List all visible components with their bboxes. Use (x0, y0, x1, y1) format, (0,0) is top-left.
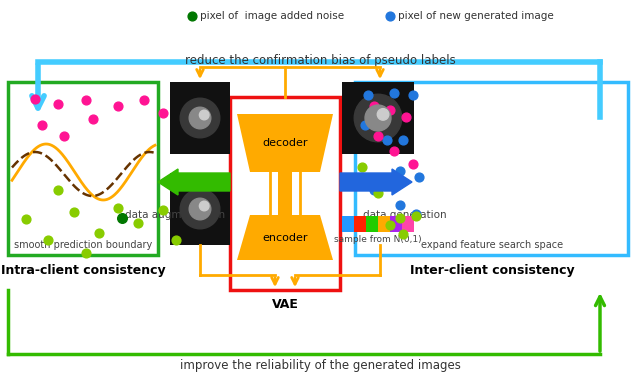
Point (385, 222, 396, 228)
Point (388, 90, 399, 96)
Bar (342, 216, 354, 232)
Bar (354, 216, 366, 232)
Point (171, 237, 181, 243)
Point (81, 250, 92, 256)
Point (369, 103, 380, 109)
Circle shape (180, 98, 220, 138)
Point (132, 220, 143, 226)
Point (395, 215, 405, 221)
Point (411, 213, 421, 219)
Circle shape (365, 105, 391, 131)
Circle shape (189, 107, 211, 129)
Text: encoder: encoder (262, 233, 308, 243)
Polygon shape (237, 114, 333, 172)
FancyArrow shape (158, 169, 230, 195)
Point (139, 97, 149, 103)
Point (395, 168, 405, 174)
Bar (230, 97, 340, 290)
Point (398, 231, 408, 237)
Bar (390, 216, 402, 232)
Bar (355, 82, 628, 255)
Bar (342, 82, 414, 154)
Point (401, 114, 412, 120)
Bar (402, 216, 414, 232)
Point (116, 215, 127, 221)
Point (43, 237, 53, 243)
Point (59, 133, 69, 139)
Point (385, 107, 396, 113)
Text: decoder: decoder (262, 138, 308, 148)
Point (113, 205, 124, 211)
Point (187, 13, 197, 19)
Circle shape (200, 201, 209, 211)
Point (20, 217, 31, 222)
Point (408, 92, 418, 98)
Point (398, 137, 408, 142)
Circle shape (378, 109, 389, 120)
Text: pixel of new generated image: pixel of new generated image (398, 11, 554, 21)
Circle shape (189, 198, 211, 220)
Point (356, 164, 367, 170)
Text: expand feature search space: expand feature search space (421, 240, 563, 250)
Text: reduce the confirmation bias of pseudo labels: reduce the confirmation bias of pseudo l… (184, 54, 456, 67)
Point (52, 101, 63, 107)
Point (372, 190, 383, 196)
Bar (170, 82, 230, 154)
Text: Inter-client consistency: Inter-client consistency (410, 264, 574, 277)
Bar (170, 173, 230, 245)
Point (388, 183, 399, 189)
Point (414, 174, 424, 180)
Point (158, 110, 168, 116)
Point (81, 97, 92, 103)
Point (382, 137, 392, 142)
Text: sample from N(0,1): sample from N(0,1) (334, 235, 422, 244)
Point (113, 103, 124, 109)
Point (94, 230, 104, 235)
Point (68, 209, 79, 215)
Point (372, 133, 383, 139)
Text: pixel of  image added noise: pixel of image added noise (200, 11, 344, 21)
Point (408, 161, 418, 167)
Point (158, 207, 168, 213)
Point (360, 122, 370, 128)
Point (369, 187, 380, 193)
Text: data generation: data generation (363, 210, 447, 220)
Text: Intra-client consistency: Intra-client consistency (1, 264, 165, 277)
Bar (278, 170, 292, 216)
Point (411, 211, 421, 217)
Polygon shape (237, 215, 333, 260)
Point (88, 116, 98, 122)
Circle shape (200, 110, 209, 120)
Text: improve the reliability of the generated images: improve the reliability of the generated… (180, 359, 460, 372)
Point (52, 187, 63, 193)
Circle shape (355, 94, 402, 142)
Point (363, 92, 373, 98)
Point (388, 148, 399, 154)
Text: data augmentation: data augmentation (125, 210, 225, 220)
Point (395, 202, 405, 208)
FancyArrow shape (340, 169, 412, 195)
Circle shape (180, 189, 220, 229)
Text: VAE: VAE (271, 298, 298, 311)
Point (30, 96, 40, 102)
Point (385, 13, 395, 19)
Point (36, 122, 47, 128)
Bar (378, 216, 390, 232)
Text: smooth prediction boundary: smooth prediction boundary (14, 240, 152, 250)
Bar (366, 216, 378, 232)
Bar (8, 82, 158, 255)
